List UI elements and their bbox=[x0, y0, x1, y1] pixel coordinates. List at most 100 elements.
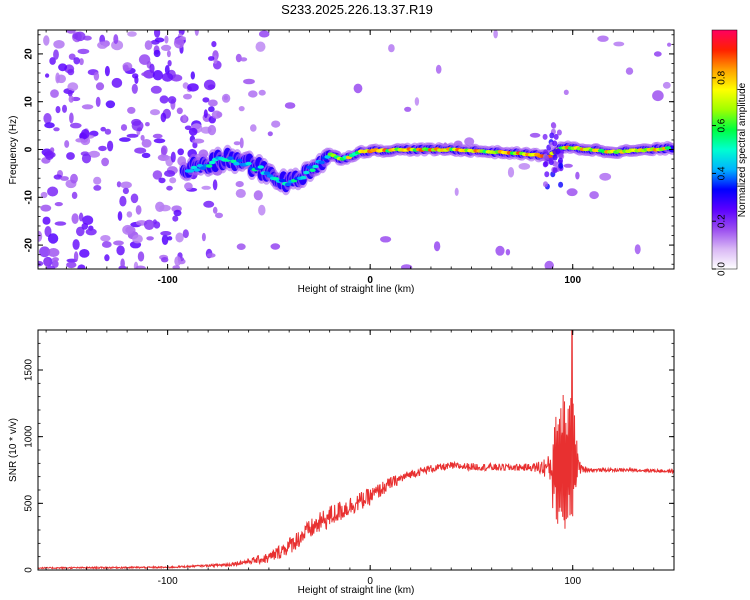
spectrogram-noise-blob bbox=[82, 215, 94, 225]
spectrogram-noise-blob bbox=[81, 104, 94, 110]
spectrogram-noise-blob bbox=[495, 245, 505, 256]
spectrogram-noise-blob bbox=[127, 106, 136, 114]
spectrogram-noise-blob bbox=[137, 251, 145, 262]
spectrogram-burst-blob bbox=[542, 161, 548, 168]
spectrogram-noise-blob bbox=[150, 109, 160, 116]
spectrogram-noise-blob bbox=[255, 41, 266, 52]
spectrogram-noise-blob bbox=[240, 57, 248, 62]
spectrogram-noise-blob bbox=[132, 234, 143, 244]
spectrogram-noise-blob bbox=[76, 226, 85, 237]
spectrogram-noise-blob bbox=[380, 236, 392, 243]
spectrogram-noise-blob bbox=[66, 261, 77, 269]
spectrogram-ridge-core bbox=[236, 158, 243, 163]
spectrogram-noise-blob bbox=[211, 41, 217, 48]
spectrogram-xlabel: Height of straight line (km) bbox=[298, 284, 415, 295]
spectrogram-noise-blob bbox=[414, 97, 420, 106]
spectrogram-noise-blob bbox=[202, 97, 210, 103]
spectrogram-ridge-core bbox=[187, 169, 195, 173]
spectrogram-burst-blob bbox=[553, 133, 559, 140]
x-tick-label: 0 bbox=[367, 576, 373, 587]
y-tick-label: 0 bbox=[24, 146, 35, 152]
spectrogram-noise-blob bbox=[212, 179, 218, 191]
spectrogram-burst-blob bbox=[542, 133, 548, 140]
spectrogram-burst-blob bbox=[551, 122, 557, 129]
spectrogram-noise-blob bbox=[45, 73, 50, 78]
spectrogram-noise-blob bbox=[120, 181, 132, 189]
spectrogram-noise-blob bbox=[67, 68, 75, 76]
spectrogram-noise-blob bbox=[104, 128, 112, 135]
spectrogram-noise-blob bbox=[120, 258, 125, 269]
spectrogram-noise-blob bbox=[172, 215, 179, 222]
spectrogram-ridge-core bbox=[206, 164, 213, 168]
spectrogram-noise-blob bbox=[141, 152, 151, 159]
spectrogram-noise-blob bbox=[248, 90, 258, 98]
spectrogram-noise-blob bbox=[167, 236, 173, 241]
spectrogram-burst-blob bbox=[544, 171, 550, 178]
spectrogram-noise-blob bbox=[131, 118, 142, 126]
spectrogram-burst-blob bbox=[558, 152, 564, 159]
spectrogram-noise-blob bbox=[120, 124, 128, 131]
spectrogram-noise-blob bbox=[135, 205, 142, 215]
spectrogram-noise-blob bbox=[38, 260, 44, 267]
spectrogram-noise-blob bbox=[53, 127, 60, 132]
y-tick-label: 20 bbox=[24, 48, 35, 60]
spectrogram-ridge-core bbox=[209, 160, 216, 165]
spectrogram-noise-blob bbox=[101, 157, 109, 167]
spectrogram-noise-blob bbox=[141, 72, 151, 77]
spectrogram-noise-blob bbox=[182, 229, 189, 239]
spectrogram-ridge-core bbox=[306, 165, 313, 170]
spectrogram-noise-blob bbox=[201, 185, 211, 190]
spectrogram-noise-blob bbox=[164, 65, 170, 75]
spectrogram-noise-blob bbox=[134, 147, 147, 154]
spectrogram-noise-blob bbox=[47, 248, 60, 257]
spectrogram-noise-blob bbox=[182, 114, 187, 123]
spectrogram-noise-blob bbox=[271, 120, 281, 128]
spectrogram-noise-blob bbox=[238, 106, 245, 112]
spectrogram-noise-blob bbox=[625, 67, 634, 75]
spectrogram-noise-blob bbox=[235, 53, 242, 63]
spectrogram-ridge-core bbox=[300, 175, 307, 180]
colorbar-tick-label: 0.2 bbox=[717, 214, 728, 228]
spectrogram-noise-blob bbox=[44, 226, 52, 237]
spectrogram-noise-blob bbox=[71, 191, 78, 199]
spectrogram-noise-blob bbox=[134, 75, 139, 84]
spectrogram-noise-blob bbox=[73, 251, 79, 262]
x-tick-label: 100 bbox=[564, 275, 581, 286]
spectrogram-noise-blob bbox=[77, 264, 86, 269]
colorbar-tick-label: 0.4 bbox=[717, 166, 728, 180]
spectrogram-noise-blob bbox=[250, 124, 257, 132]
spectrogram-noise-blob bbox=[140, 134, 145, 141]
colorbar-tick-label: 0.8 bbox=[717, 70, 728, 84]
spectrogram-noise-blob bbox=[174, 256, 182, 267]
spectrogram-noise-blob bbox=[81, 153, 92, 164]
spectrogram-noise-blob bbox=[208, 99, 218, 107]
spectrogram-noise-blob bbox=[53, 174, 63, 180]
spectrogram-noise-blob bbox=[211, 110, 222, 119]
spectrogram-noise-blob bbox=[154, 30, 161, 38]
chart-title: S233.2025.226.13.37.R19 bbox=[281, 2, 433, 17]
spectrogram-ridge-core bbox=[664, 146, 672, 150]
spectrogram-noise-blob bbox=[105, 100, 116, 109]
spectrogram-noise-blob bbox=[47, 186, 59, 197]
spectrogram-burst-blob bbox=[552, 167, 558, 174]
spectrogram-noise-blob bbox=[40, 204, 52, 212]
spectrogram-noise-blob bbox=[253, 190, 263, 201]
spectrogram-noise-blob bbox=[67, 89, 73, 97]
spectrogram-noise-blob bbox=[166, 185, 173, 191]
spectrogram-noise-blob bbox=[243, 78, 255, 85]
spectrogram-noise-blob bbox=[183, 93, 192, 100]
spectrogram-noise-blob bbox=[62, 104, 67, 113]
spectrogram-noise-blob bbox=[95, 82, 105, 91]
colorbar-label: Normalized spectral amplitude bbox=[737, 82, 748, 217]
spectrogram-burst-blob bbox=[544, 155, 550, 161]
spectrogram-burst-blob bbox=[552, 154, 558, 161]
spectrogram-noise-blob bbox=[78, 212, 84, 222]
spectrogram-burst-blob bbox=[543, 149, 549, 156]
spectrogram-noise-blob bbox=[70, 173, 78, 184]
colorbar: 0.0 0.2 0.4 0.6 0.8 Normalized spectral ampl… bbox=[711, 29, 748, 276]
snr-series-line bbox=[38, 330, 674, 570]
spectrogram-noise-blob bbox=[563, 89, 569, 96]
spectrogram-noise-blob bbox=[66, 152, 75, 160]
spectrogram-noise-blob bbox=[152, 133, 163, 139]
